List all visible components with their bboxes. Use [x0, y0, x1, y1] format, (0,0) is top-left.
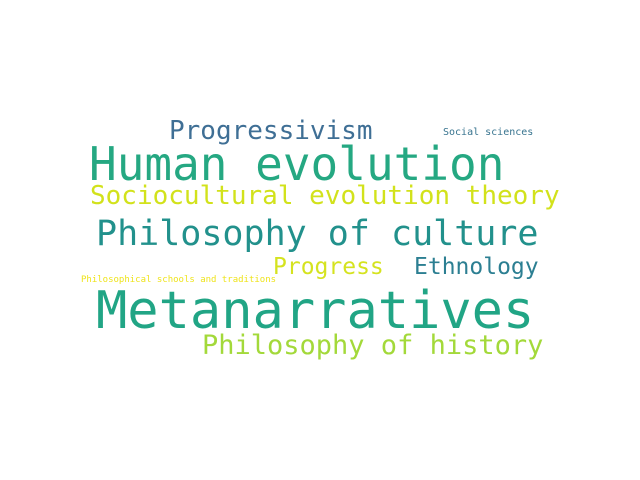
word-progressivism: Progressivism — [169, 116, 373, 146]
word-philosophical-schools-and-traditions: Philosophical schools and traditions — [81, 275, 277, 285]
word-philosophy-of-culture: Philosophy of culture — [96, 214, 539, 254]
word-progress: Progress — [273, 254, 384, 280]
word-metanarratives: Metanarratives — [96, 281, 535, 341]
word-sociocultural-evolution-theory: Sociocultural evolution theory — [90, 181, 560, 211]
word-philosophy-of-history: Philosophy of history — [202, 330, 544, 361]
word-human-evolution: Human evolution — [89, 137, 505, 191]
word-social-sciences: Social sciences — [443, 127, 534, 138]
word-ethnology: Ethnology — [414, 254, 539, 280]
